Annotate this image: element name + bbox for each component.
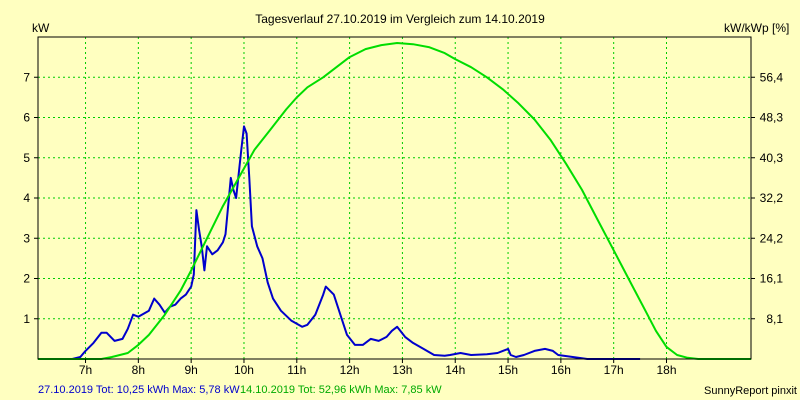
y-tick-label-left: 4 [23, 191, 30, 205]
y-tick-label-right: 40,3 [760, 151, 784, 165]
x-tick-label: 18h [656, 363, 676, 377]
tick-labels: 7h 8h 9h 10h 11h 12h 13h 14h 15h 16h 17h 18h 1 2 3 4 5 6 7… [23, 70, 783, 377]
footer-series1-summary: 27.10.2019 Tot: 10,25 kWh Max: 5,78 kW [38, 384, 240, 396]
chart-title: Tagesverlauf 27.10.2019 im Vergleich zum… [255, 12, 545, 26]
footer-credit: SunnyReport pinxit [704, 385, 797, 397]
y-axis-label-left: kW [32, 21, 50, 35]
y-axis-label-right: kW/kWp [%] [724, 21, 789, 35]
y-tick-label-left: 6 [23, 111, 30, 125]
x-tick-label: 17h [604, 363, 624, 377]
y-tick-label-right: 24,2 [760, 231, 784, 245]
x-tick-label: 8h [132, 363, 145, 377]
y-tick-label-left: 2 [23, 272, 30, 286]
x-tick-label: 13h [392, 363, 412, 377]
footer-series2-summary: 14.10.2019 Tot: 52,96 kWh Max: 7,85 kW [240, 384, 442, 396]
grid [38, 37, 751, 359]
y-tick-label-right: 48,3 [760, 111, 784, 125]
series-line-2 [38, 42, 751, 360]
x-tick-label: 10h [234, 363, 254, 377]
y-tick-label-left: 7 [23, 70, 30, 84]
y-tick-label-left: 3 [23, 231, 30, 245]
y-tick-label-left: 1 [23, 312, 30, 326]
y-tick-label-right: 8,1 [766, 312, 783, 326]
x-tick-label: 14h [445, 363, 465, 377]
x-tick-label: 11h [287, 363, 306, 377]
series-layer [38, 42, 751, 360]
x-tick-label: 7h [79, 363, 92, 377]
x-tick-label: 15h [498, 363, 518, 377]
x-tick-label: 12h [340, 363, 360, 377]
x-tick-label: 16h [551, 363, 571, 377]
y-tick-label-right: 16,1 [760, 272, 784, 286]
series-line-1 [38, 125, 641, 360]
x-tick-label: 9h [184, 363, 197, 377]
y-tick-label-left: 5 [23, 151, 30, 165]
y-tick-label-right: 56,4 [760, 70, 784, 84]
y-tick-label-right: 32,2 [760, 191, 784, 205]
